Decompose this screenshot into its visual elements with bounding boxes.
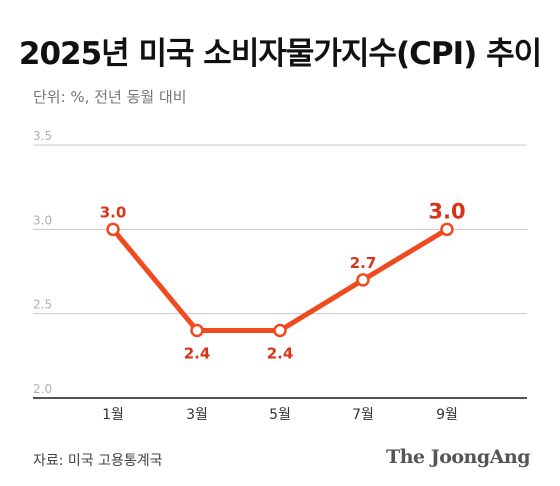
chart-title: 2025년 미국 소비자물가지수(CPI) 추이 <box>18 36 542 72</box>
y-tick-label: 3.0 <box>33 213 52 227</box>
x-tick-label: 1월 <box>102 407 124 423</box>
x-tick-label: 9월 <box>436 407 458 423</box>
x-tick-label: 7월 <box>352 407 374 423</box>
unit-label: 단위: %, 전년 동월 대비 <box>33 88 187 106</box>
data-point <box>440 222 454 237</box>
data-label: 3.0 <box>428 199 465 223</box>
x-tick-label: 3월 <box>186 407 208 423</box>
y-tick-label: 2.5 <box>33 298 52 312</box>
y-tick-label: 2.0 <box>33 382 52 396</box>
data-point <box>190 323 204 338</box>
data-point <box>106 222 120 237</box>
brand-logo: The JoongAng <box>386 446 530 468</box>
x-tick-label: 5월 <box>269 407 291 423</box>
y-tick-label: 3.5 <box>33 129 52 143</box>
data-label: 2.4 <box>267 345 294 363</box>
data-label: 3.0 <box>100 203 127 221</box>
cpi-series-line <box>110 226 450 334</box>
data-label: 2.4 <box>184 345 211 363</box>
data-point <box>273 323 287 338</box>
data-label: 2.7 <box>350 254 377 272</box>
data-point <box>356 273 370 287</box>
source-note: 자료: 미국 고용통계국 <box>33 453 163 469</box>
